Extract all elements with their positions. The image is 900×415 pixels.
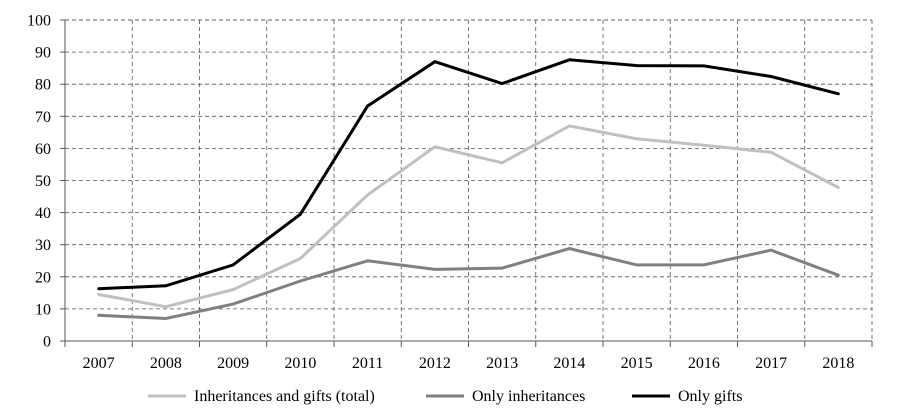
data-point bbox=[231, 263, 235, 267]
x-tick-label: 2015 bbox=[621, 355, 653, 372]
y-tick-label: 80 bbox=[35, 77, 51, 94]
x-tick-label: 2008 bbox=[150, 355, 182, 372]
x-tick-label: 2016 bbox=[688, 355, 720, 372]
data-point bbox=[500, 161, 504, 165]
legend-label: Inheritances and gifts (total) bbox=[194, 388, 375, 405]
data-point bbox=[366, 193, 370, 197]
y-tick-label: 70 bbox=[35, 109, 51, 126]
x-tick-label: 2012 bbox=[419, 355, 451, 372]
data-point bbox=[702, 143, 706, 147]
data-point bbox=[433, 60, 437, 64]
series-1 bbox=[97, 247, 840, 321]
x-tick-label: 2009 bbox=[217, 355, 249, 372]
series-2 bbox=[97, 58, 840, 291]
series-line bbox=[98, 247, 839, 321]
data-point bbox=[366, 104, 370, 108]
data-point bbox=[635, 263, 639, 267]
series-line bbox=[98, 58, 839, 291]
data-point bbox=[836, 273, 840, 277]
y-tick-labels: 0 10 20 30 40 50 60 70 80 90 100 bbox=[27, 13, 65, 351]
data-point bbox=[298, 257, 302, 260]
x-tick-label: 2007 bbox=[83, 355, 115, 372]
y-tick-label: 50 bbox=[35, 173, 51, 190]
data-point bbox=[769, 150, 773, 154]
data-point bbox=[769, 75, 773, 78]
data-point bbox=[298, 212, 302, 216]
x-tick-labels: 2007 2008 2009 2010 2011 2012 2013 2014 2015 2016… bbox=[64, 341, 873, 372]
gridlines bbox=[65, 19, 873, 341]
y-tick-label: 30 bbox=[35, 237, 51, 254]
legend-label: Only gifts bbox=[678, 388, 742, 405]
data-point bbox=[769, 248, 773, 252]
data-point bbox=[231, 302, 235, 306]
data-point bbox=[567, 247, 571, 250]
data-point bbox=[433, 268, 437, 271]
data-point bbox=[836, 186, 840, 189]
x-tick-label: 2014 bbox=[553, 355, 585, 372]
data-point bbox=[164, 317, 168, 320]
x-tick-label: 2018 bbox=[822, 355, 854, 372]
x-tick-label: 2017 bbox=[755, 355, 787, 372]
y-tick-label: 20 bbox=[35, 269, 51, 286]
series-0 bbox=[97, 124, 840, 309]
y-tick-label: 90 bbox=[35, 45, 51, 62]
data-point bbox=[164, 284, 168, 288]
y-tick-label: 10 bbox=[35, 301, 51, 318]
legend: Inheritances and gifts (total) Only inher… bbox=[148, 388, 742, 405]
data-point bbox=[567, 124, 571, 128]
data-point bbox=[231, 288, 235, 292]
data-point bbox=[298, 279, 302, 283]
y-tick-label: 40 bbox=[35, 205, 51, 222]
data-point bbox=[97, 293, 101, 296]
data-point bbox=[433, 145, 437, 149]
x-tick-label: 2011 bbox=[352, 355, 383, 372]
x-tick-label: 2010 bbox=[284, 355, 316, 372]
data-point bbox=[97, 287, 101, 291]
y-tick-label: 100 bbox=[27, 13, 51, 30]
y-tick-label: 60 bbox=[35, 141, 51, 158]
data-point bbox=[635, 64, 639, 67]
legend-label: Only inheritances bbox=[472, 388, 585, 405]
data-point bbox=[164, 305, 168, 309]
data-point bbox=[500, 82, 504, 85]
data-point bbox=[366, 259, 370, 263]
data-point bbox=[500, 266, 504, 270]
series-lines bbox=[97, 58, 840, 321]
data-point bbox=[836, 92, 840, 96]
x-tick-label: 2013 bbox=[486, 355, 518, 372]
y-tick-label: 0 bbox=[43, 334, 51, 351]
data-point bbox=[97, 313, 101, 317]
series-line bbox=[98, 124, 840, 309]
data-point bbox=[567, 58, 571, 62]
data-point bbox=[702, 263, 706, 267]
data-point bbox=[702, 64, 706, 68]
data-point bbox=[635, 137, 639, 141]
